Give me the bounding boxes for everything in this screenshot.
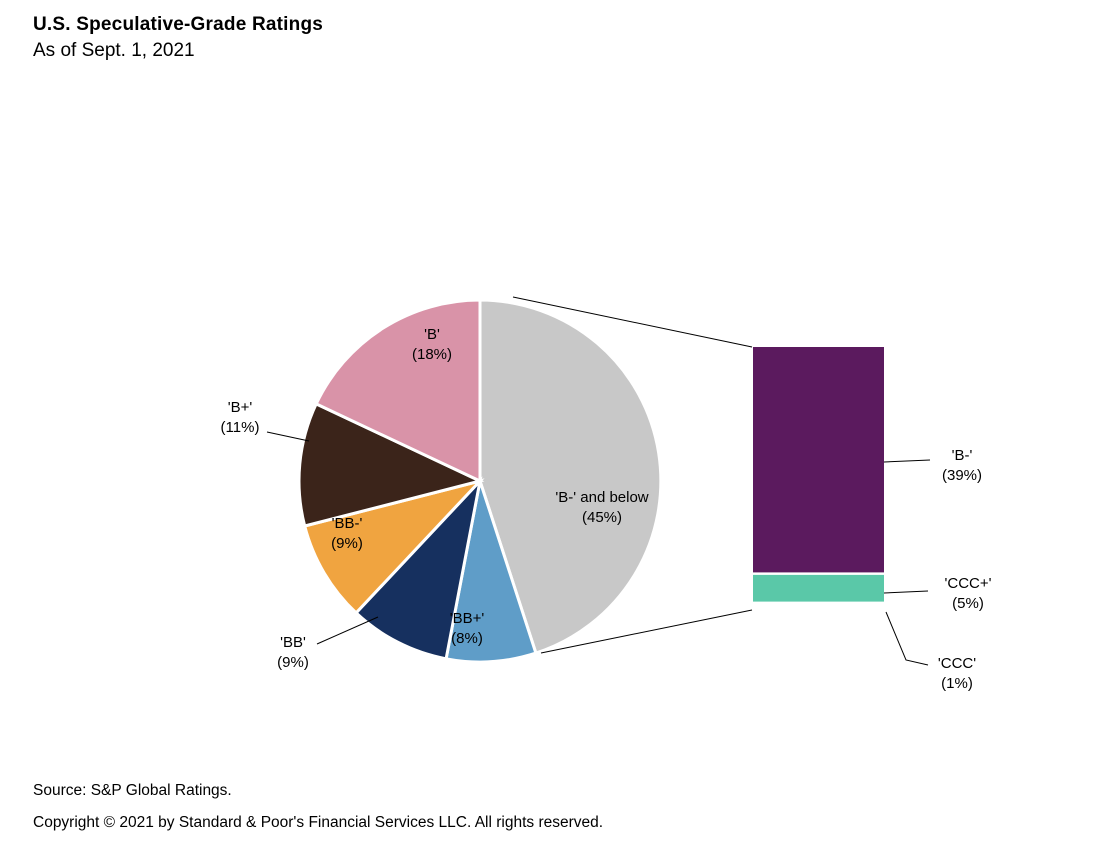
pie-slice-bb xyxy=(302,478,485,616)
pie-slice-b xyxy=(297,401,485,528)
leader-line-bb xyxy=(316,616,379,645)
pie-slice-b-and-below xyxy=(478,298,663,655)
leader-line-ccc xyxy=(885,611,929,666)
pie-label-bb: 'BB' (9%) xyxy=(277,634,309,671)
chart-title: U.S. Speculative-Grade Ratings xyxy=(33,14,324,35)
leader-line-ccc-plus xyxy=(883,590,929,594)
pie-slice-b xyxy=(314,298,482,484)
pie-slice-bb xyxy=(444,480,538,664)
chart-subtitle: As of Sept. 1, 2021 xyxy=(33,40,195,61)
bar-segment-b xyxy=(753,347,884,573)
bar-label-b-minus: 'B-' (39%) xyxy=(941,447,982,484)
pie-slice-bb xyxy=(353,476,483,661)
bar-label-ccc: 'CCC' (1%) xyxy=(937,655,977,692)
pie-label-b-minus-and-below: 'B-' and below (45%) xyxy=(555,489,649,526)
connector-line-top xyxy=(512,296,753,348)
leader-line-b-minus xyxy=(883,459,931,463)
copyright-note: Copyright © 2021 by Standard & Poor's Fi… xyxy=(33,814,604,831)
pie-label-b: 'B' (18%) xyxy=(411,326,452,363)
bar-label-ccc-plus: 'CCC+' (5%) xyxy=(944,575,992,612)
pie-label-bb-plus: 'BB+' (8%) xyxy=(449,610,485,647)
source-note: Source: S&P Global Ratings. xyxy=(33,782,232,799)
bar-segment-ccc xyxy=(753,574,884,602)
bar-segment-ccc xyxy=(753,604,884,608)
pie-label-b-plus: 'B+' (11%) xyxy=(220,399,260,436)
pie-label-bb-minus: 'BB-' (9%) xyxy=(331,515,363,552)
leader-line-b-plus xyxy=(266,431,310,442)
connector-line-bottom xyxy=(540,609,753,654)
